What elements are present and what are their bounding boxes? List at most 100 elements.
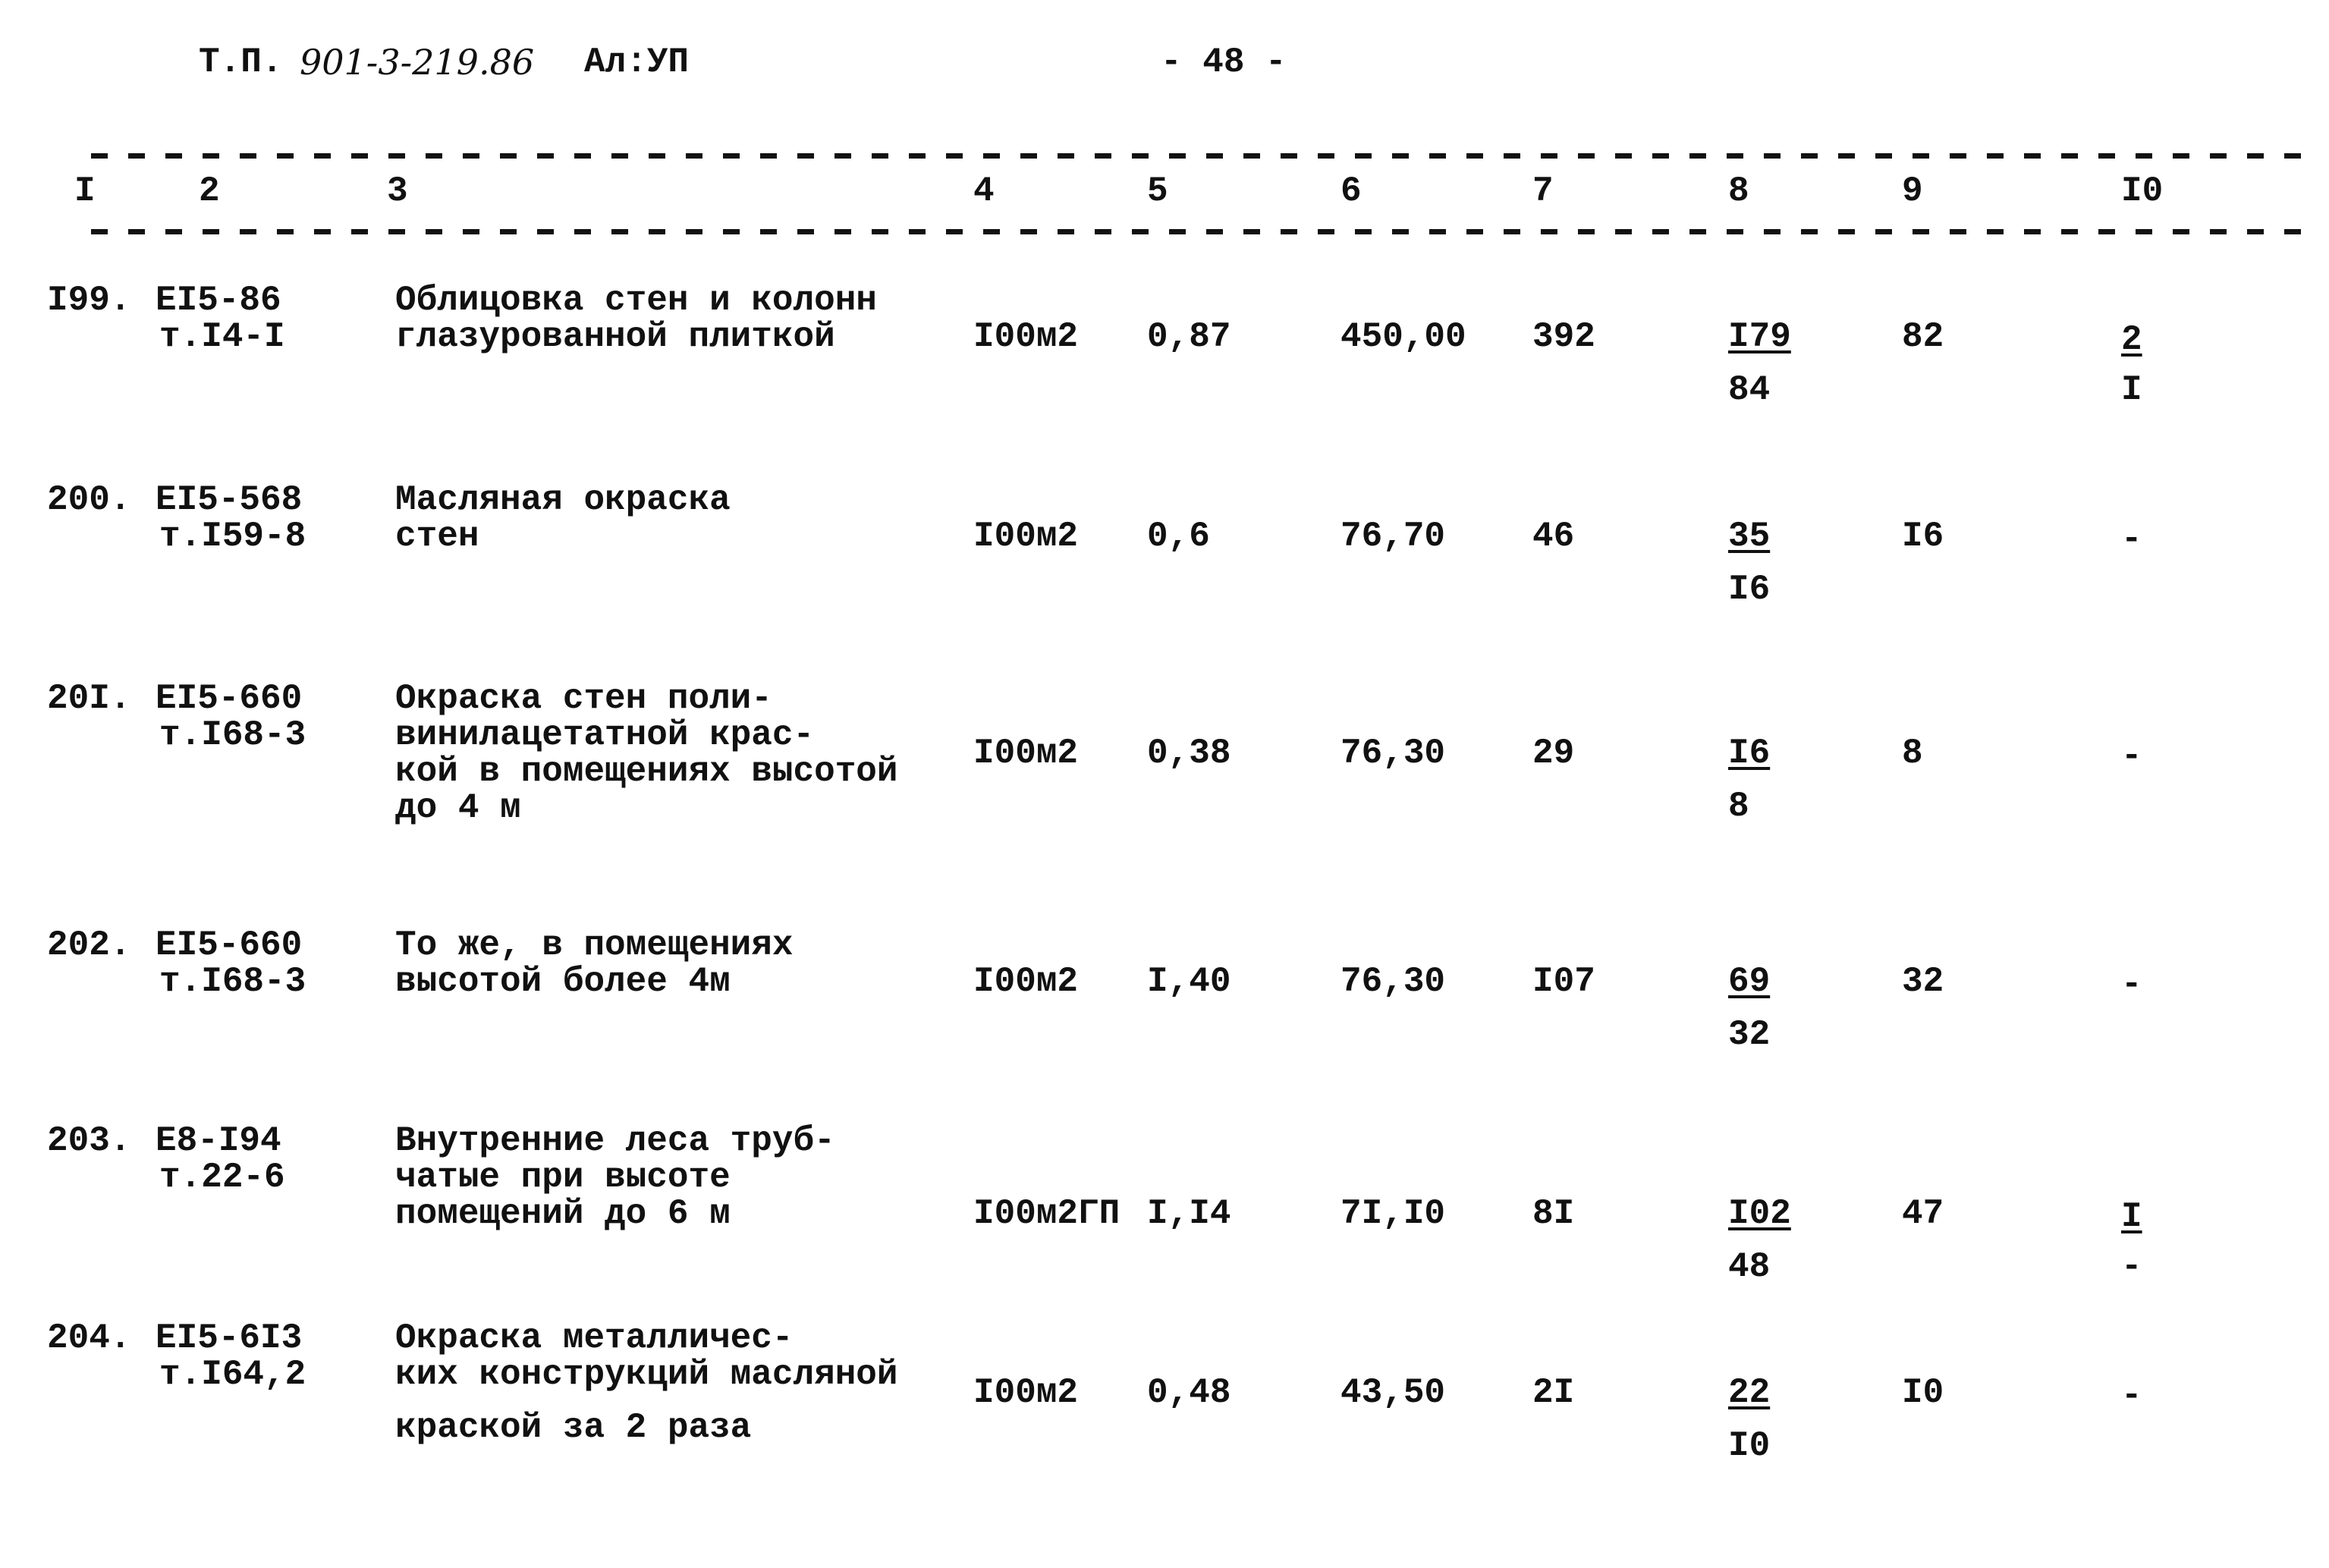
work-description: краской за 2 раза bbox=[395, 1408, 752, 1447]
header-rule-top bbox=[91, 153, 2321, 159]
work-description: Облицовка стен и колонн bbox=[395, 281, 877, 320]
header-rule-bottom bbox=[91, 229, 2321, 234]
col9: I0 bbox=[1902, 1373, 1944, 1412]
column-header-7: 7 bbox=[1532, 171, 1554, 211]
unit: I00м2 bbox=[973, 734, 1079, 773]
unit: I00м2 bbox=[973, 1373, 1079, 1412]
column-header-10: I0 bbox=[2121, 171, 2164, 211]
col9: 47 bbox=[1902, 1194, 1944, 1233]
total-cost: 2I bbox=[1532, 1373, 1575, 1412]
col8-bottom: 32 bbox=[1728, 1015, 1771, 1054]
work-description: То же, в помещениях bbox=[395, 925, 794, 965]
col8-bottom: I0 bbox=[1728, 1426, 1771, 1466]
work-description: Масляная окраска bbox=[395, 480, 731, 520]
norm-code: т.I68-3 bbox=[159, 715, 306, 755]
row-number: I99. bbox=[47, 281, 131, 320]
unit: I00м2 bbox=[973, 517, 1079, 556]
work-description: глазурованной плиткой bbox=[395, 317, 835, 357]
col8-top: 35 bbox=[1728, 517, 1771, 556]
work-description: чатые при высоте bbox=[395, 1158, 731, 1197]
unit: I00м2ГП bbox=[973, 1194, 1120, 1233]
work-description: Внутренние леса труб- bbox=[395, 1121, 835, 1161]
page-number: - 48 - bbox=[1161, 42, 1287, 82]
col8-top: 69 bbox=[1728, 962, 1771, 1001]
col10-top: - bbox=[2121, 520, 2142, 559]
col9: 82 bbox=[1902, 317, 1944, 357]
work-description: высотой более 4м bbox=[395, 962, 731, 1001]
total-cost: 8I bbox=[1532, 1194, 1575, 1233]
col8-top: I02 bbox=[1728, 1194, 1791, 1233]
row-number: 200. bbox=[47, 480, 131, 520]
col10-top: I bbox=[2121, 1197, 2142, 1236]
norm-code: E8-I94 bbox=[156, 1121, 281, 1161]
column-header-3: 3 bbox=[387, 171, 408, 211]
unit: I00м2 bbox=[973, 962, 1079, 1001]
work-description: стен bbox=[395, 517, 479, 556]
quantity: I,I4 bbox=[1147, 1194, 1231, 1233]
work-description: помещений до 6 м bbox=[395, 1194, 731, 1233]
total-cost: I07 bbox=[1532, 962, 1595, 1001]
col8-bottom: 48 bbox=[1728, 1247, 1771, 1287]
total-cost: 29 bbox=[1532, 734, 1575, 773]
quantity: 0,6 bbox=[1147, 517, 1210, 556]
work-description: ких конструкций масляной bbox=[395, 1355, 898, 1394]
norm-code: EI5-660 bbox=[156, 679, 303, 718]
column-header-9: 9 bbox=[1902, 171, 1923, 211]
col8-bottom: I6 bbox=[1728, 570, 1771, 609]
total-cost: 392 bbox=[1532, 317, 1595, 357]
row-number: 204. bbox=[47, 1318, 131, 1358]
column-header-8: 8 bbox=[1728, 171, 1749, 211]
norm-code: EI5-6I3 bbox=[156, 1318, 303, 1358]
column-header-2: 2 bbox=[199, 171, 220, 211]
norm-code: EI5-568 bbox=[156, 480, 303, 520]
norm-code: т.I64,2 bbox=[159, 1355, 306, 1394]
unit-price: 7I,I0 bbox=[1341, 1194, 1446, 1233]
norm-code: т.22-6 bbox=[159, 1158, 285, 1197]
col10-bottom: I bbox=[2121, 370, 2142, 410]
col9: 32 bbox=[1902, 962, 1944, 1001]
col8-top: I6 bbox=[1728, 734, 1771, 773]
col10-top: - bbox=[2121, 965, 2142, 1004]
row-number: 203. bbox=[47, 1121, 131, 1161]
unit: I00м2 bbox=[973, 317, 1079, 357]
quantity: 0,38 bbox=[1147, 734, 1231, 773]
quantity: 0,48 bbox=[1147, 1373, 1231, 1412]
col8-bottom: 8 bbox=[1728, 787, 1749, 826]
col8-bottom: 84 bbox=[1728, 370, 1771, 410]
row-number: 202. bbox=[47, 925, 131, 965]
column-header-1: I bbox=[74, 171, 96, 211]
norm-code: т.I4-I bbox=[159, 317, 285, 357]
column-header-4: 4 bbox=[973, 171, 995, 211]
row-number: 20I. bbox=[47, 679, 131, 718]
norm-code: т.I68-3 bbox=[159, 962, 306, 1001]
col10-top: - bbox=[2121, 1376, 2142, 1416]
col10-top: - bbox=[2121, 737, 2142, 776]
doc-prefix: Т.П. bbox=[199, 42, 283, 82]
work-description: Окраска стен поли- bbox=[395, 679, 772, 718]
column-header-5: 5 bbox=[1147, 171, 1168, 211]
norm-code: EI5-86 bbox=[156, 281, 281, 320]
unit-price: 76,30 bbox=[1341, 734, 1446, 773]
total-cost: 46 bbox=[1532, 517, 1575, 556]
col9: 8 bbox=[1902, 734, 1923, 773]
col8-top: I79 bbox=[1728, 317, 1791, 357]
unit-price: 450,00 bbox=[1341, 317, 1466, 357]
quantity: I,40 bbox=[1147, 962, 1231, 1001]
work-description: Окраска металличес- bbox=[395, 1318, 794, 1358]
work-description: кой в помещениях высотой bbox=[395, 752, 898, 791]
col10-top: 2 bbox=[2121, 320, 2142, 360]
unit-price: 76,30 bbox=[1341, 962, 1446, 1001]
col8-top: 22 bbox=[1728, 1373, 1771, 1412]
unit-price: 43,50 bbox=[1341, 1373, 1446, 1412]
doc-number: 901-3-219.86 bbox=[300, 42, 535, 83]
column-header-6: 6 bbox=[1341, 171, 1362, 211]
work-description: до 4 м bbox=[395, 788, 521, 828]
quantity: 0,87 bbox=[1147, 317, 1231, 357]
col9: I6 bbox=[1902, 517, 1944, 556]
norm-code: т.I59-8 bbox=[159, 517, 306, 556]
work-description: винилацетатной крас- bbox=[395, 715, 815, 755]
album-label: Ал:УП bbox=[584, 42, 690, 82]
unit-price: 76,70 bbox=[1341, 517, 1446, 556]
norm-code: EI5-660 bbox=[156, 925, 303, 965]
col10-bottom: - bbox=[2121, 1247, 2142, 1287]
